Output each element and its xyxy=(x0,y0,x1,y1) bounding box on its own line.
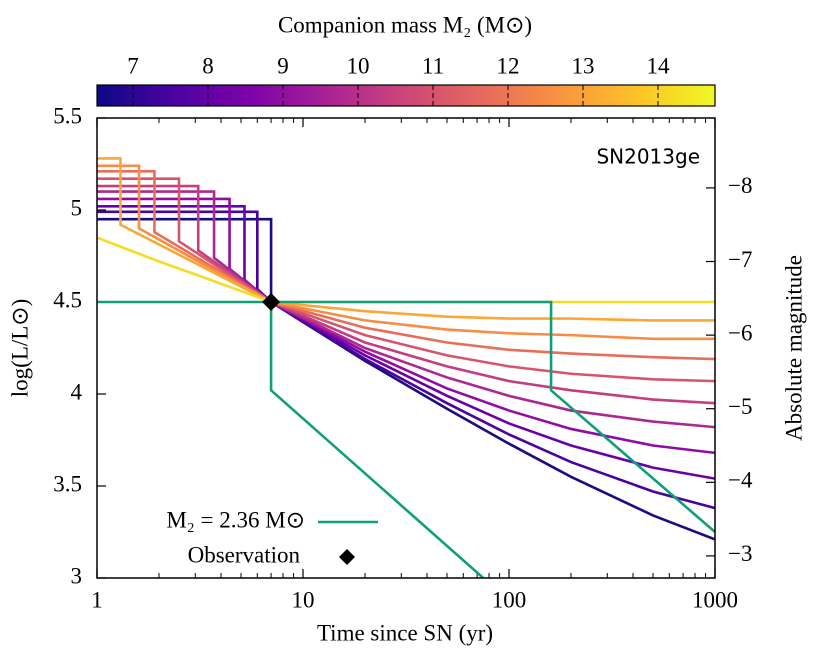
x-tick-label: 100 xyxy=(492,587,527,612)
y2-tick-label: −5 xyxy=(728,394,752,419)
series-line xyxy=(97,217,715,541)
colorbar-tick-label: 7 xyxy=(127,53,139,78)
series-line xyxy=(97,184,715,405)
y-tick-label: 5.5 xyxy=(53,103,82,128)
plot-frame xyxy=(96,117,716,579)
y2-tick-label: −3 xyxy=(728,541,752,566)
colorbar-tick-label: 10 xyxy=(347,53,370,78)
y-axis-label: log(L/L⊙) xyxy=(7,299,32,397)
y2-tick-label: −6 xyxy=(728,320,752,345)
series-line xyxy=(97,170,715,361)
series-line xyxy=(97,210,715,510)
colorbar-label: Companion mass M₂ (M⊙) xyxy=(278,12,532,37)
colorbar-tick-label: 8 xyxy=(202,53,214,78)
colorbar-tick-label: 9 xyxy=(277,53,289,78)
series-line xyxy=(97,157,715,322)
y2-tick-label: −4 xyxy=(728,468,753,493)
x-axis-label: Time since SN (yr) xyxy=(317,620,493,645)
y-tick-label: 3.5 xyxy=(53,471,82,496)
annotation: SN2013ge xyxy=(596,145,700,169)
x-tick-label: 1 xyxy=(91,587,103,612)
legend-label: Observation xyxy=(188,542,301,567)
plot-lines xyxy=(97,157,715,578)
y2-tick-label: −8 xyxy=(728,173,752,198)
y2-axis-label: Absolute magnitude xyxy=(781,255,806,441)
x-tick-label: 1000 xyxy=(692,587,738,612)
colorbar-tick-label: 13 xyxy=(572,53,595,78)
x-tick-label: 10 xyxy=(292,587,315,612)
legend-label: M₂ = 2.36 M⊙ xyxy=(166,507,305,532)
y-tick-label: 5 xyxy=(71,195,83,220)
colorbar-tick-label: 12 xyxy=(497,53,520,78)
series-line xyxy=(97,205,715,480)
y-tick-label: 3 xyxy=(71,563,83,588)
y-tick-label: 4 xyxy=(71,379,83,404)
series-line xyxy=(97,197,715,455)
y-tick-label: 4.5 xyxy=(53,287,82,312)
legend-swatch xyxy=(339,549,355,565)
observation-marker xyxy=(262,293,281,311)
series-line xyxy=(97,177,715,383)
y2-tick-label: −7 xyxy=(728,247,752,272)
series-line xyxy=(97,164,715,341)
colorbar-tick-label: 14 xyxy=(647,53,671,78)
colorbar-tick-label: 11 xyxy=(422,53,444,78)
series-line xyxy=(97,190,715,429)
colorbar xyxy=(96,84,716,107)
series-line xyxy=(97,300,715,578)
